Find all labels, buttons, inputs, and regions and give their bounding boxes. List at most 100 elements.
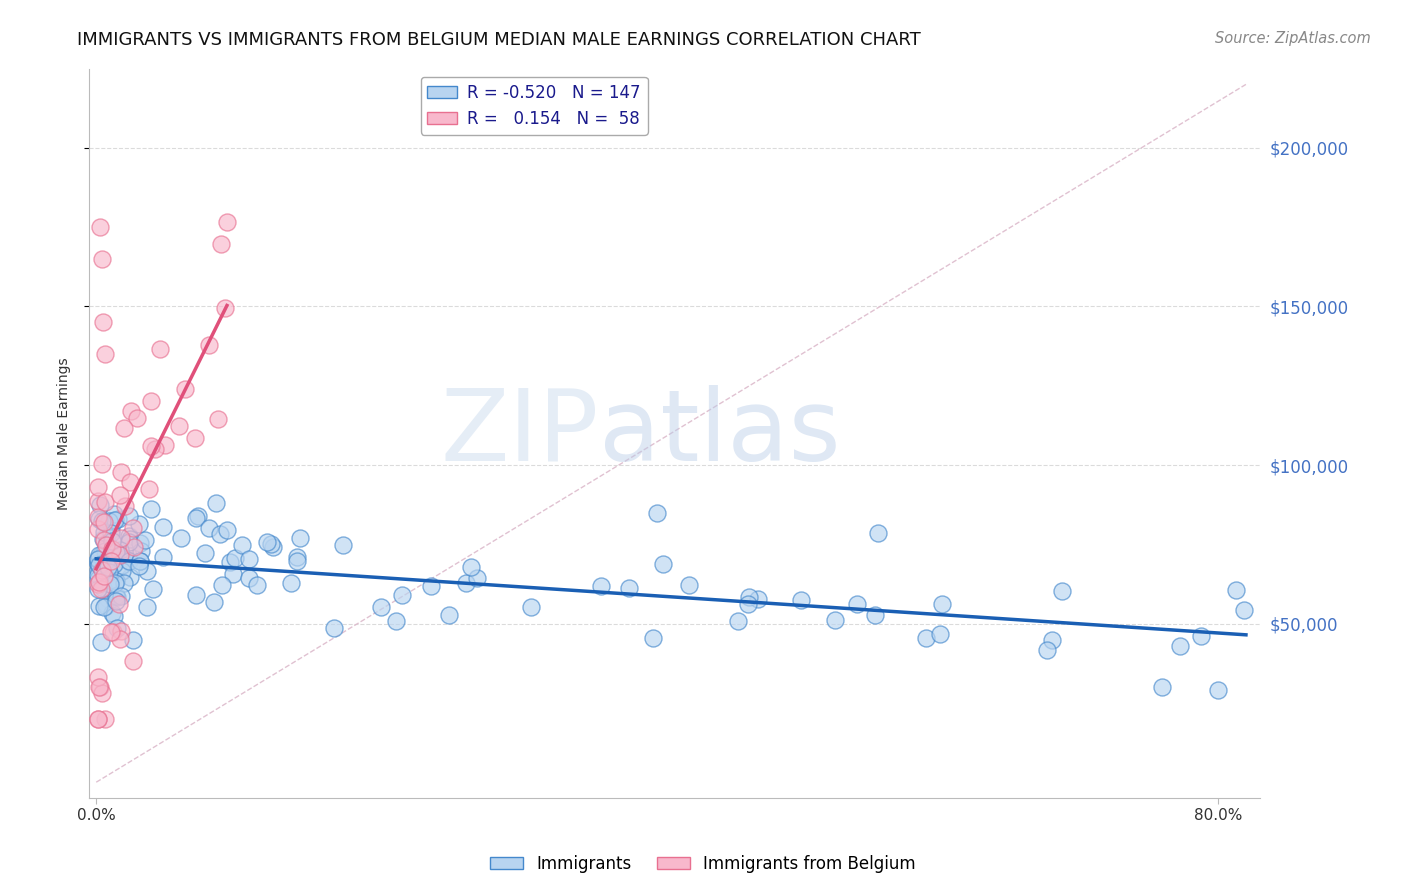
- Point: [90, 686, 112, 700]
- Point: [97, 591, 120, 606]
- Point: [94, 541, 117, 555]
- Point: [103, 508, 125, 522]
- Point: [93, 525, 115, 540]
- Point: [108, 597, 131, 611]
- Point: [94, 495, 117, 509]
- Point: [91, 581, 114, 595]
- Point: [87, 549, 110, 563]
- Point: [118, 553, 141, 567]
- Point: [86, 551, 108, 566]
- Point: [104, 513, 127, 527]
- Point: [93, 544, 115, 558]
- Point: [100, 624, 122, 639]
- Point: [931, 598, 953, 612]
- Point: [94, 712, 117, 726]
- Point: [129, 554, 152, 568]
- Point: [108, 632, 131, 646]
- Point: [90, 514, 112, 528]
- Point: [747, 591, 769, 606]
- Point: [87, 563, 110, 577]
- Point: [89, 498, 111, 512]
- Point: [114, 576, 136, 591]
- Point: [86, 557, 108, 571]
- Legend: R = -0.520   N = 147, R =   0.154   N =  58: R = -0.520 N = 147, R = 0.154 N = 58: [420, 77, 648, 135]
- Point: [215, 524, 238, 538]
- Point: [129, 535, 152, 549]
- Point: [89, 680, 111, 694]
- Point: [101, 606, 124, 620]
- Point: [134, 533, 156, 548]
- Point: [174, 382, 197, 396]
- Point: [110, 624, 132, 639]
- Point: [727, 614, 749, 628]
- Point: [231, 538, 253, 552]
- Point: [87, 480, 110, 494]
- Point: [100, 544, 122, 558]
- Point: [246, 578, 269, 592]
- Point: [128, 516, 150, 531]
- Point: [152, 549, 174, 564]
- Point: [90, 559, 112, 574]
- Point: [86, 572, 108, 586]
- Point: [87, 574, 110, 589]
- Point: [288, 531, 311, 545]
- Point: [280, 576, 302, 591]
- Point: [520, 599, 543, 614]
- Point: [98, 573, 121, 587]
- Point: [87, 599, 110, 613]
- Point: [93, 533, 115, 548]
- Point: [465, 572, 488, 586]
- Point: [285, 554, 308, 568]
- Point: [94, 548, 117, 562]
- Point: [87, 558, 110, 572]
- Point: [121, 633, 143, 648]
- Point: [1050, 584, 1073, 599]
- Point: [645, 506, 668, 520]
- Point: [1036, 643, 1059, 657]
- Point: [87, 681, 110, 695]
- Point: [139, 439, 162, 453]
- Point: [193, 545, 215, 559]
- Point: [222, 567, 245, 582]
- Point: [187, 509, 209, 524]
- Point: [214, 301, 236, 315]
- Point: [104, 545, 127, 559]
- Point: [87, 511, 110, 525]
- Point: [439, 607, 461, 622]
- Point: [98, 577, 121, 591]
- Point: [1206, 683, 1229, 698]
- Point: [118, 535, 141, 549]
- Y-axis label: Median Male Earnings: Median Male Earnings: [58, 357, 72, 509]
- Point: [86, 712, 108, 726]
- Point: [93, 599, 115, 614]
- Point: [198, 338, 221, 352]
- Point: [678, 578, 700, 592]
- Text: Source: ZipAtlas.com: Source: ZipAtlas.com: [1215, 31, 1371, 46]
- Point: [120, 570, 142, 584]
- Point: [184, 432, 207, 446]
- Point: [108, 488, 131, 502]
- Point: [93, 347, 115, 361]
- Point: [105, 574, 128, 588]
- Point: [863, 607, 886, 622]
- Point: [589, 579, 612, 593]
- Point: [90, 635, 112, 649]
- Point: [204, 496, 226, 510]
- Point: [1170, 639, 1192, 653]
- Point: [824, 613, 846, 627]
- Point: [86, 712, 108, 726]
- Point: [391, 588, 413, 602]
- Text: IMMIGRANTS VS IMMIGRANTS FROM BELGIUM MEDIAN MALE EARNINGS CORRELATION CHART: IMMIGRANTS VS IMMIGRANTS FROM BELGIUM ME…: [77, 31, 921, 49]
- Point: [139, 393, 162, 408]
- Point: [91, 457, 114, 471]
- Point: [456, 576, 478, 591]
- Point: [619, 581, 641, 595]
- Point: [122, 540, 145, 554]
- Point: [1225, 582, 1247, 597]
- Point: [128, 554, 150, 568]
- Point: [91, 563, 114, 577]
- Point: [928, 626, 950, 640]
- Point: [143, 442, 166, 457]
- Point: [846, 598, 869, 612]
- Point: [224, 550, 246, 565]
